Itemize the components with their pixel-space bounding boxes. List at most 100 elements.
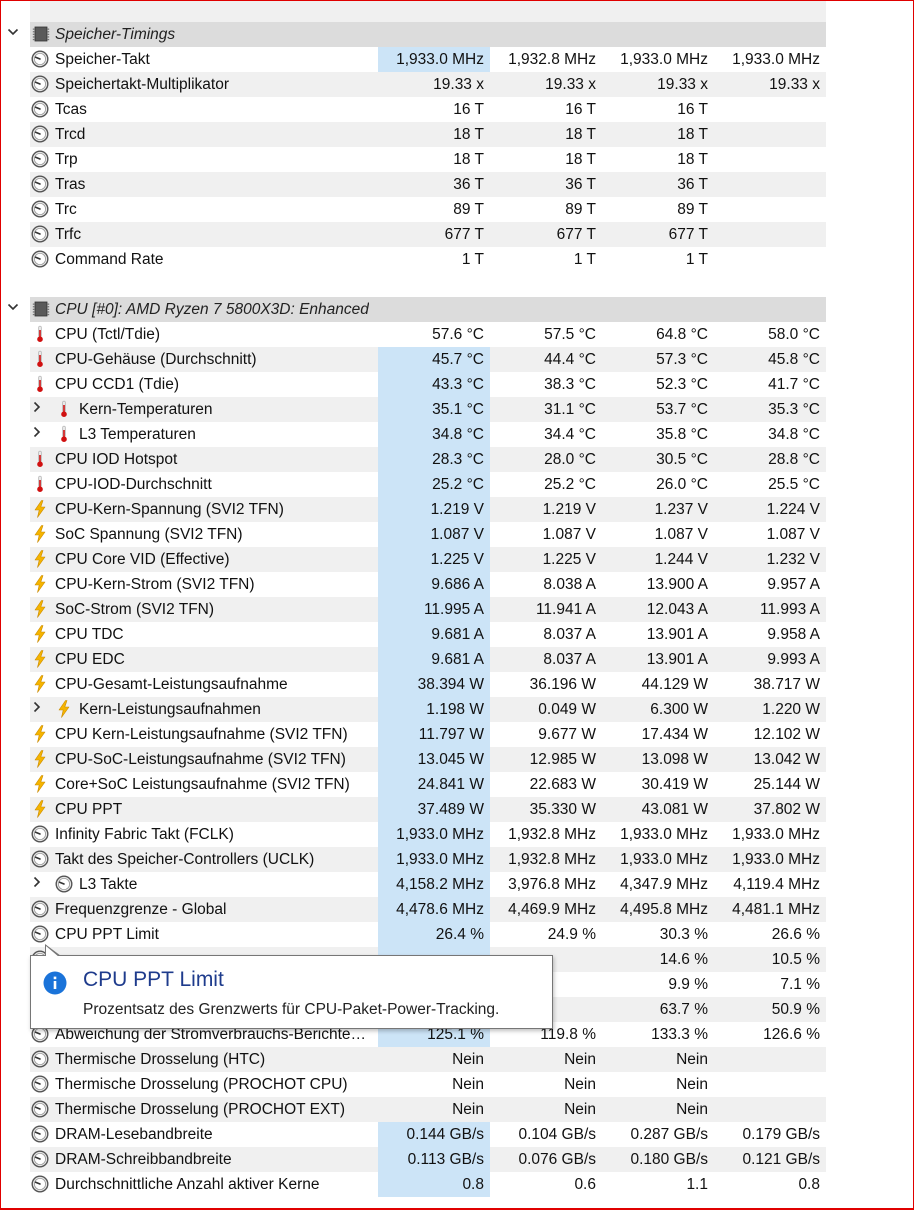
collapse-chevron-icon[interactable] <box>6 26 20 42</box>
value-avg: 4,119.4 MHz <box>733 876 820 893</box>
sensor-name: CPU-Gehäuse (Durchschnitt) <box>55 351 257 368</box>
value-min: 25.2 °C <box>544 476 596 493</box>
sensor-name: Abweichung der Stromverbrauchs-Berichte… <box>55 1026 366 1043</box>
sensor-row[interactable]: Speichertakt-Multiplikator 19.33 x 19.33 x… <box>0 72 826 97</box>
sensor-row[interactable]: Trcd 18 T 18 T 18 T <box>0 122 826 147</box>
sensor-row[interactable]: Trc 89 T 89 T 89 T <box>0 197 826 222</box>
sensor-row[interactable]: Takt des Speicher-Controllers (UCLK) 1,93… <box>0 847 826 872</box>
section-header[interactable]: CPU [#0]: AMD Ryzen 7 5800X3D: Enhanced <box>0 297 826 322</box>
value-current: 25.2 °C <box>378 472 490 497</box>
sensor-row[interactable]: Core+SoC Leistungsaufnahme (SVI2 TFN) 24.… <box>0 772 826 797</box>
sensor-row[interactable]: Durchschnittliche Anzahl aktiver Kerne 0.… <box>0 1172 826 1197</box>
sensor-row[interactable]: Thermische Drosselung (PROCHOT CPU) Nein N… <box>0 1072 826 1097</box>
value-current: 9.681 A <box>378 622 490 647</box>
value-current: 57.6 °C <box>432 326 484 343</box>
sensor-row[interactable]: CPU (Tctl/Tdie) 57.6 °C 57.5 °C 64.8 °C 58.0… <box>0 322 826 347</box>
value-max: 44.129 W <box>641 676 708 693</box>
value-max: 53.7 °C <box>656 401 708 418</box>
sensor-row[interactable]: L3 Takte 4,158.2 MHz 3,976.8 MHz 4,347.9 MH… <box>0 872 826 897</box>
value-min: 38.3 °C <box>544 376 596 393</box>
sensor-row[interactable]: CPU-IOD-Durchschnitt 25.2 °C 25.2 °C 26.0 °… <box>0 472 826 497</box>
sensor-row[interactable]: SoC Spannung (SVI2 TFN) 1.087 V 1.087 V 1.0… <box>0 522 826 547</box>
sensor-row[interactable]: CPU Kern-Leistungsaufnahme (SVI2 TFN) 11.… <box>0 722 826 747</box>
value-current: 37.489 W <box>378 797 490 822</box>
sensor-row[interactable]: CPU TDC 9.681 A 8.037 A 13.901 A 9.958 A <box>0 622 826 647</box>
section-header[interactable]: Speicher-Timings <box>0 22 826 47</box>
lightning-icon <box>31 750 49 768</box>
value-min: 36.196 W <box>529 676 596 693</box>
value-max: 35.8 °C <box>656 426 708 443</box>
expand-chevron-icon[interactable] <box>30 401 44 417</box>
sensor-row[interactable]: SoC-Strom (SVI2 TFN) 11.995 A 11.941 A 12.0… <box>0 597 826 622</box>
value-min: 18 T <box>565 126 596 143</box>
clock-icon <box>31 50 49 68</box>
clock-icon <box>31 825 49 843</box>
sensor-row[interactable]: CPU EDC 9.681 A 8.037 A 13.901 A 9.993 A <box>0 647 826 672</box>
collapse-chevron-icon[interactable] <box>6 301 20 317</box>
value-avg: 1.224 V <box>766 501 820 518</box>
clock-icon <box>31 1100 49 1118</box>
sensor-row[interactable]: L3 Temperaturen 34.8 °C 34.4 °C 35.8 °C 34.8… <box>0 422 826 447</box>
sensor-name: L3 Takte <box>79 876 138 893</box>
value-max: 133.3 % <box>651 1026 708 1043</box>
value-max: 4,495.8 MHz <box>620 901 708 918</box>
sensor-row[interactable]: Frequenzgrenze - Global 4,478.6 MHz 4,469.… <box>0 897 826 922</box>
sensor-name: Speichertakt-Multiplikator <box>55 76 230 93</box>
sensor-row[interactable]: CPU-Gehäuse (Durchschnitt) 45.7 °C 44.4 °C… <box>0 347 826 372</box>
expand-chevron-icon[interactable] <box>30 876 44 892</box>
value-avg: 1.220 W <box>762 701 820 718</box>
value-max: 63.7 % <box>659 1001 708 1018</box>
value-avg <box>714 97 826 122</box>
sensor-row[interactable]: CPU PPT Limit 26.4 % 24.9 % 30.3 % 26.6 % <box>0 922 826 947</box>
expand-chevron-icon[interactable] <box>30 701 44 717</box>
sensor-row[interactable]: CPU-Kern-Strom (SVI2 TFN) 9.686 A 8.038 A 1… <box>0 572 826 597</box>
lightning-icon <box>31 775 49 793</box>
value-current: 19.33 x <box>433 76 484 93</box>
sensor-row[interactable]: CPU CCD1 (Tdie) 43.3 °C 38.3 °C 52.3 °C 41.7… <box>0 372 826 397</box>
sensor-row[interactable]: CPU-Kern-Spannung (SVI2 TFN) 1.219 V 1.219… <box>0 497 826 522</box>
sensor-name: SoC-Strom (SVI2 TFN) <box>55 601 215 618</box>
value-avg: 34.8 °C <box>768 426 820 443</box>
value-max: 19.33 x <box>657 76 708 93</box>
value-min: 11.941 A <box>535 601 596 618</box>
sensor-row[interactable]: Trfc 677 T 677 T 677 T <box>0 222 826 247</box>
thermometer-icon <box>31 375 49 393</box>
clock-icon <box>31 125 49 143</box>
sensor-row[interactable]: DRAM-Schreibbandbreite 0.113 GB/s 0.076 GB… <box>0 1147 826 1172</box>
sensor-row[interactable]: CPU Core VID (Effective) 1.225 V 1.225 V 1.… <box>0 547 826 572</box>
value-avg: 0.8 <box>798 1176 820 1193</box>
value-max: 677 T <box>668 226 708 243</box>
sensor-row[interactable]: Speicher-Takt 1,933.0 MHz 1,932.8 MHz 1,933… <box>0 47 826 72</box>
tooltip: CPU PPT Limit Prozentsatz des Grenzwerts… <box>30 944 553 1029</box>
value-avg: 45.8 °C <box>768 351 820 368</box>
value-max: 18 T <box>677 151 708 168</box>
sensor-row[interactable]: Infinity Fabric Takt (FCLK) 1,933.0 MHz 1,… <box>0 822 826 847</box>
sensor-row[interactable]: Thermische Drosselung (PROCHOT EXT) Nein N… <box>0 1097 826 1122</box>
sensor-row[interactable]: Thermische Drosselung (HTC) Nein Nein Nein <box>0 1047 826 1072</box>
sensor-name: Thermische Drosselung (PROCHOT CPU) <box>55 1076 348 1093</box>
expand-chevron-icon[interactable] <box>30 426 44 442</box>
value-avg: 13.042 W <box>753 751 820 768</box>
sensor-name: Trc <box>55 201 77 218</box>
sensor-row[interactable]: Trp 18 T 18 T 18 T <box>0 147 826 172</box>
value-min: 8.038 A <box>543 576 596 593</box>
sensor-row[interactable]: Kern-Leistungsaufnahmen 1.198 W 0.049 W 6.3… <box>0 697 826 722</box>
sensor-row[interactable]: Command Rate 1 T 1 T 1 T <box>0 247 826 272</box>
sensor-row[interactable]: CPU PPT 37.489 W 35.330 W 43.081 W 37.802 W <box>0 797 826 822</box>
thermometer-icon <box>31 450 49 468</box>
sensor-row[interactable]: DRAM-Lesebandbreite 0.144 GB/s 0.104 GB/s 0… <box>0 1122 826 1147</box>
lightning-icon <box>31 625 49 643</box>
sensor-row[interactable]: Tras 36 T 36 T 36 T <box>0 172 826 197</box>
clock-icon <box>31 75 49 93</box>
sensor-row[interactable]: CPU-Gesamt-Leistungsaufnahme 38.394 W 36.1… <box>0 672 826 697</box>
clock-icon <box>31 1150 49 1168</box>
value-current: 11.995 A <box>378 597 490 622</box>
sensor-row[interactable]: Kern-Temperaturen 35.1 °C 31.1 °C 53.7 °C 35… <box>0 397 826 422</box>
value-avg: 9.958 A <box>767 626 820 643</box>
sensor-row[interactable]: Tcas 16 T 16 T 16 T <box>0 97 826 122</box>
sensor-row[interactable]: CPU IOD Hotspot 28.3 °C 28.0 °C 30.5 °C 28.8… <box>0 447 826 472</box>
sensor-name: Kern-Leistungsaufnahmen <box>79 701 261 718</box>
value-max: 1 T <box>685 251 708 268</box>
sensor-row[interactable]: CPU-SoC-Leistungsaufnahme (SVI2 TFN) 13.0… <box>0 747 826 772</box>
sensor-name: Infinity Fabric Takt (FCLK) <box>55 826 234 843</box>
